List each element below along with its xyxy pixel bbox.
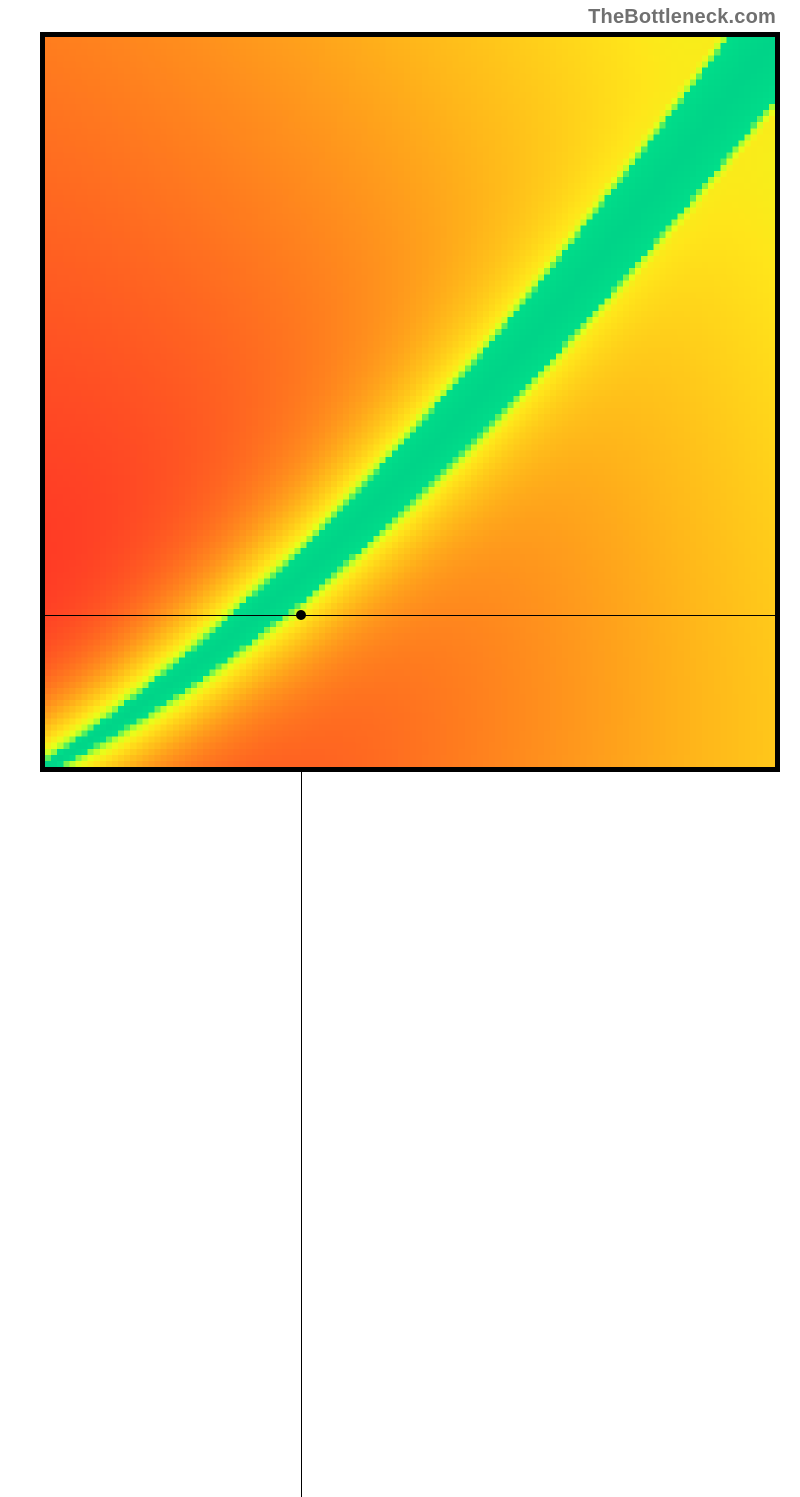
crosshair-horizontal [45, 615, 775, 616]
plot-frame [40, 32, 780, 772]
plot-area [45, 37, 775, 767]
image-root: TheBottleneck.com [0, 0, 800, 800]
marker-dot [296, 610, 306, 620]
heatmap-canvas [45, 37, 775, 767]
crosshair-vertical [301, 767, 302, 1497]
watermark-text: TheBottleneck.com [588, 6, 776, 29]
